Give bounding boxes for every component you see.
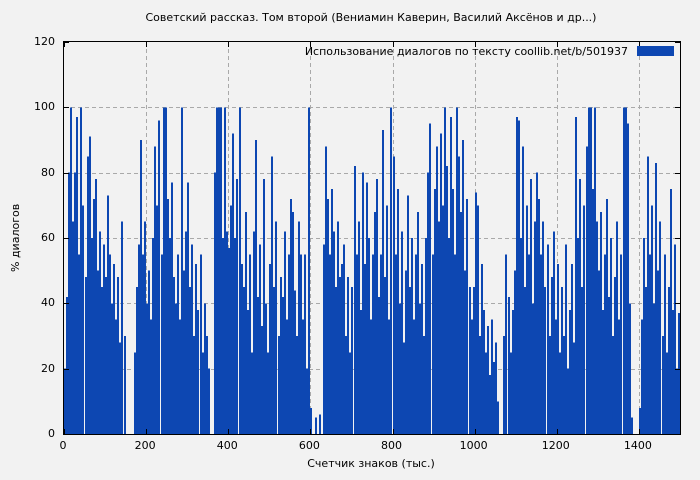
- x-tick-label: 800: [381, 439, 403, 452]
- x-tick-label: 600: [298, 439, 320, 452]
- y-tick-label: 120: [34, 35, 55, 48]
- x-tick-label: 1000: [459, 439, 488, 452]
- legend-swatch: [637, 46, 674, 56]
- bars-canvas: [64, 42, 680, 434]
- y-tick-label: 100: [34, 100, 55, 114]
- bars: [64, 107, 680, 434]
- y-tick-label: 20: [41, 361, 55, 375]
- legend-label: Использование диалогов по тексту coollib…: [304, 44, 628, 58]
- chart-title: Советский рассказ. Том второй (Вениамин …: [145, 11, 597, 24]
- y-tick-label: 40: [41, 296, 55, 310]
- x-tick-label: 400: [216, 439, 238, 452]
- x-tick-label: 0: [59, 439, 67, 452]
- plot-area: Использование диалогов по тексту coollib…: [63, 41, 681, 435]
- y-tick-label: 0: [48, 427, 55, 440]
- y-tick-label: 80: [41, 165, 55, 179]
- legend: Использование диалогов по тексту coollib…: [305, 44, 674, 58]
- x-tick-label: 200: [134, 439, 156, 452]
- axis-ticks: [64, 42, 680, 434]
- x-axis-label: Счетчик знаков (тыс.): [307, 457, 435, 470]
- x-tick-label: 1400: [623, 439, 652, 452]
- y-tick-label: 60: [41, 231, 55, 244]
- x-tick-label: 1200: [541, 439, 570, 452]
